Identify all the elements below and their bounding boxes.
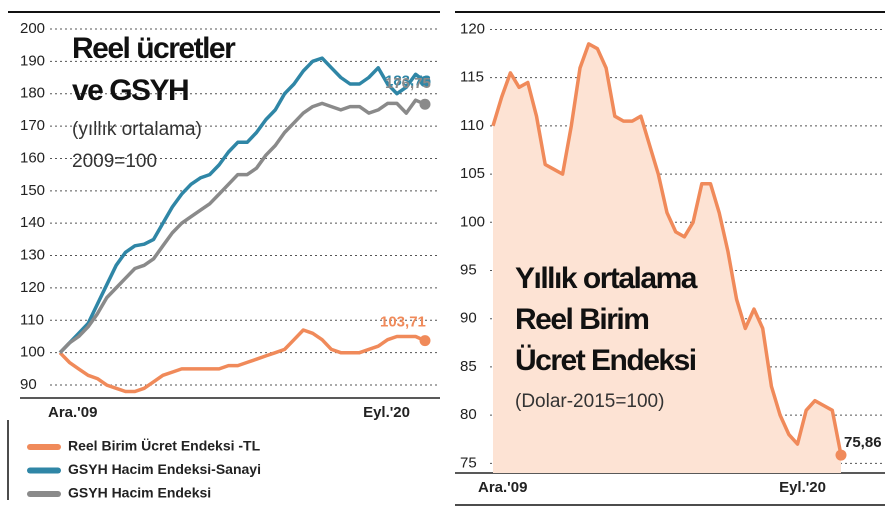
- y-tick-label: 100: [20, 344, 45, 361]
- y-tick-label: 80: [460, 406, 477, 423]
- x-tick-label: Ara.'09: [478, 479, 527, 496]
- chart-subtitle: (yıllık ortalama): [72, 119, 202, 140]
- line: [58, 328, 426, 394]
- legend-label: GSYH Hacim Endeksi-Sanayi: [68, 461, 261, 477]
- x-tick-label: Ara.'09: [48, 404, 97, 421]
- y-tick-label: 85: [460, 358, 477, 375]
- x-tick-label: Eyl.'20: [779, 479, 826, 496]
- end-dot: [835, 449, 847, 461]
- y-tick-label: 170: [20, 117, 45, 134]
- y-tick-label: 110: [460, 117, 484, 134]
- y-tick-label: 120: [460, 20, 485, 37]
- y-tick-label: 150: [20, 182, 45, 199]
- chart-subtitle: 2009=100: [72, 151, 157, 172]
- chart-title: Yıllık ortalama: [515, 262, 698, 295]
- y-tick-label: 200: [20, 20, 45, 37]
- value-label: 176,75: [385, 75, 431, 92]
- y-tick-label: 110: [20, 311, 44, 328]
- y-tick-label: 160: [20, 149, 45, 166]
- end-dot: [419, 98, 431, 110]
- line: [58, 98, 426, 354]
- y-tick-label: 100: [460, 213, 485, 230]
- legend-label: Reel Birim Ücret Endeksi -TL: [68, 438, 261, 454]
- x-tick-label: Eyl.'20: [363, 404, 410, 421]
- y-tick-label: 120: [20, 279, 45, 296]
- chart-title: Reel Birim: [515, 303, 648, 336]
- y-tick-label: 90: [20, 376, 37, 393]
- end-dot: [419, 335, 431, 347]
- y-tick-label: 180: [20, 85, 45, 102]
- legend-label: GSYH Hacim Endeksi: [68, 485, 211, 501]
- line: [58, 56, 427, 354]
- value-label: 103,71: [380, 314, 426, 331]
- value-label: 75,86: [844, 434, 882, 451]
- area: [493, 43, 841, 474]
- value-label: 183,78: [385, 72, 431, 89]
- y-tick-label: 105: [460, 165, 485, 182]
- chart-subtitle: (Dolar-2015=100): [515, 391, 664, 412]
- chart-title: Reel ücretler: [72, 32, 236, 65]
- y-tick-label: 115: [460, 69, 484, 86]
- end-dot: [419, 75, 431, 87]
- chart-title: Ücret Endeksi: [515, 344, 696, 377]
- y-tick-label: 90: [460, 310, 477, 327]
- y-tick-label: 130: [20, 247, 45, 264]
- y-tick-label: 75: [460, 454, 477, 471]
- y-tick-label: 140: [20, 214, 45, 231]
- y-tick-label: 95: [460, 261, 477, 278]
- chart-title: ve GSYH: [72, 74, 188, 107]
- line: [491, 42, 843, 456]
- y-tick-label: 190: [20, 52, 45, 69]
